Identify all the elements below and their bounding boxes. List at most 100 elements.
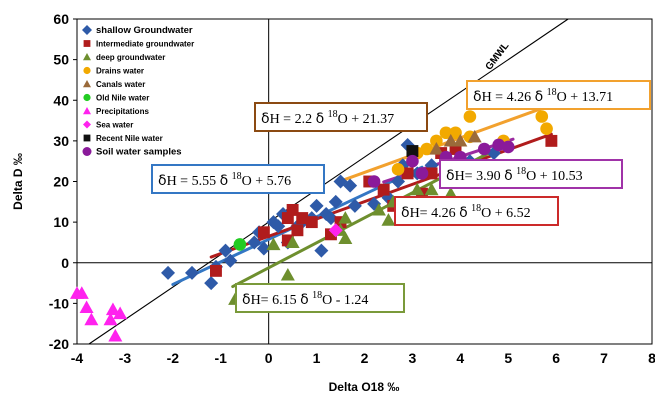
- data-point: [540, 122, 553, 135]
- y-tick-label: 10: [53, 214, 69, 230]
- data-point: [429, 142, 444, 155]
- data-point: [281, 212, 294, 225]
- equation-box: [254, 102, 428, 132]
- data-point: [323, 211, 338, 226]
- data-point: [535, 110, 549, 123]
- equation-label: ẟH= 4.26 ẟ 18O + 6.52: [394, 196, 559, 226]
- data-point: [477, 142, 491, 156]
- data-point: [439, 126, 453, 140]
- data-point: [492, 138, 505, 152]
- x-axis-title: Delta O18 ‰: [329, 380, 400, 394]
- data-point: [463, 110, 477, 123]
- data-point: [305, 216, 318, 229]
- data-point: [218, 243, 233, 258]
- data-point: [343, 178, 358, 193]
- data-point: [371, 202, 386, 216]
- data-point: [391, 163, 405, 176]
- y-tick-label: 40: [53, 92, 69, 108]
- equation-text: ẟH= 3.90 ẟ 18O + 10.53: [446, 166, 583, 184]
- legend-marker: [83, 120, 91, 129]
- data-point: [415, 167, 429, 180]
- data-point: [501, 140, 515, 154]
- equation-label: ẟH = 5.55 ẟ 18O + 5.76: [151, 164, 325, 194]
- data-point: [443, 133, 458, 147]
- data-point: [105, 302, 120, 316]
- equation-text: ẟH = 2.2 ẟ 18O + 21.37: [261, 109, 394, 127]
- x-tick-label: 7: [600, 350, 608, 366]
- data-point: [449, 143, 462, 155]
- legend-marker: [83, 40, 91, 47]
- x-tick-label: 2: [361, 350, 369, 366]
- data-point: [424, 182, 439, 196]
- y-tick-label: 20: [53, 174, 69, 190]
- equation-text: ẟH= 4.26 ẟ 18O + 6.52: [401, 203, 531, 221]
- equation-text: ẟH = 4.26 ẟ 18O + 13.71: [473, 87, 613, 105]
- equation-box: [151, 164, 325, 194]
- data-point: [430, 134, 443, 148]
- y-tick-label: 50: [53, 52, 69, 68]
- data-point: [84, 312, 99, 326]
- equation-label: ẟH= 6.15 ẟ 18O - 1.24: [235, 283, 405, 313]
- data-point: [256, 241, 271, 256]
- data-point: [381, 213, 396, 226]
- x-tick-label: 6: [552, 350, 560, 366]
- data-point: [338, 231, 353, 244]
- legend-entry: Precipitations: [96, 107, 149, 116]
- data-point: [420, 142, 434, 156]
- y-tick-label: 60: [53, 11, 69, 27]
- data-point: [545, 134, 558, 147]
- data-point: [161, 265, 176, 280]
- data-point: [377, 183, 390, 196]
- legend-marker: [83, 53, 91, 61]
- legend-marker: [83, 80, 91, 88]
- data-point: [280, 267, 295, 281]
- data-point: [347, 198, 362, 213]
- legend-entry: shallow Groundwater: [96, 25, 193, 36]
- data-point: [74, 286, 89, 299]
- data-point: [103, 312, 118, 326]
- legend: shallow Groundwater Intermediate groundwa…: [82, 25, 194, 158]
- legend-entry: deep groundwater: [96, 53, 165, 62]
- data-point: [401, 167, 414, 180]
- equation-box: [466, 80, 651, 110]
- equation-box: [394, 196, 559, 226]
- y-axis-title: Delta D ‰: [11, 153, 25, 210]
- x-tick-label: -1: [215, 350, 228, 366]
- x-tick-label: -2: [167, 350, 180, 366]
- legend-marker: [82, 25, 92, 35]
- legend-marker: [83, 134, 91, 142]
- data-point: [210, 264, 222, 277]
- data-point: [223, 253, 238, 268]
- x-tick-label: 8: [648, 350, 655, 366]
- y-tick-label: 30: [53, 133, 69, 149]
- data-point: [314, 243, 329, 258]
- data-point: [281, 234, 294, 247]
- legend-marker: [83, 107, 91, 115]
- legend-marker: [83, 66, 91, 75]
- data-point: [113, 306, 128, 320]
- data-point: [467, 129, 482, 143]
- equation-label: ẟH= 3.90 ẟ 18O + 10.53: [439, 159, 623, 189]
- data-point: [406, 154, 419, 168]
- data-point: [406, 145, 419, 157]
- equation-labels: ẟH = 4.26 ẟ 18O + 13.71 ẟH = 2.2 ẟ 18O + …: [151, 80, 651, 313]
- data-point: [309, 198, 324, 213]
- data-point: [338, 211, 353, 224]
- legend-entry: Canals water: [96, 80, 145, 89]
- equation-text: ẟH= 6.15 ẟ 18O - 1.24: [242, 290, 368, 308]
- gmwl-line: [88, 18, 569, 345]
- x-tick-label: 0: [265, 350, 273, 366]
- x-tick-label: -3: [119, 350, 132, 366]
- equation-text: ẟH = 5.55 ẟ 18O + 5.76: [158, 171, 291, 189]
- data-point: [247, 235, 262, 250]
- data-point: [204, 276, 219, 291]
- y-tick-label: -10: [49, 295, 69, 311]
- data-point: [410, 182, 425, 196]
- data-point: [328, 194, 343, 209]
- x-tick-label: -4: [71, 350, 84, 366]
- data-point: [453, 133, 468, 147]
- data-point: [291, 224, 304, 237]
- legend-entry: Old Nile water: [96, 94, 149, 103]
- legend-entry: Recent Nile water: [96, 134, 163, 143]
- fit-line: [339, 105, 549, 183]
